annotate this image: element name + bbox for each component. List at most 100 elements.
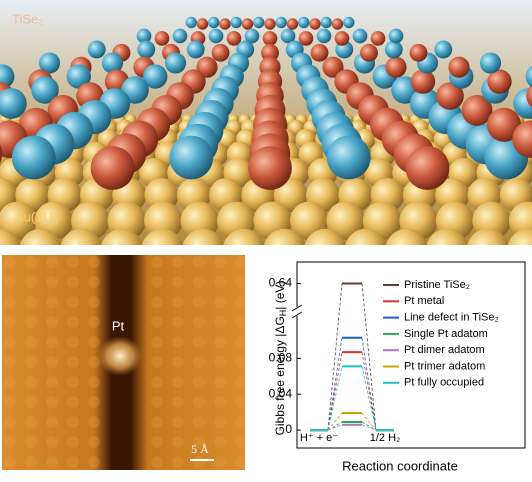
stm-texture	[172, 436, 184, 448]
stm-texture	[235, 356, 245, 368]
x-axis-label: Reaction coordinate	[342, 458, 458, 473]
stm-texture	[4, 416, 16, 428]
blue-atom	[326, 135, 371, 180]
stm-texture	[235, 396, 245, 408]
red-atom	[405, 146, 450, 190]
stm-texture	[4, 396, 16, 408]
stm-texture	[67, 456, 79, 468]
stm-texture	[4, 336, 16, 348]
blue-atom	[434, 40, 453, 59]
connector	[327, 337, 343, 431]
connector	[361, 424, 377, 431]
stm-texture	[172, 256, 184, 268]
pt-spot	[98, 336, 142, 376]
connector	[361, 421, 377, 431]
stm-texture	[88, 336, 100, 348]
stm-texture	[172, 416, 184, 428]
gold-atom	[0, 201, 37, 240]
stm-texture	[46, 376, 58, 388]
red-atom	[196, 56, 218, 78]
blue-atom	[253, 16, 265, 29]
stm-texture	[151, 376, 163, 388]
red-atom	[219, 18, 231, 30]
stm-texture	[25, 276, 37, 288]
stm-texture	[67, 316, 79, 328]
stm-texture	[214, 276, 226, 288]
gold-atom	[60, 228, 103, 245]
red-atom	[154, 31, 170, 46]
blue-atom	[479, 52, 502, 74]
connector	[327, 283, 343, 431]
gold-atom	[467, 228, 509, 245]
stm-texture	[193, 336, 205, 348]
stm-texture	[88, 456, 100, 468]
blue-atom	[280, 28, 296, 44]
stm-texture	[88, 376, 100, 388]
gold-atom	[273, 178, 308, 212]
blue-atom	[275, 16, 287, 29]
blue-atom	[137, 40, 156, 59]
stm-texture	[46, 276, 58, 288]
blue-atom	[172, 28, 188, 44]
legend-label: Pt fully occupied	[404, 377, 484, 389]
chart: Reaction coordinate Gibbs free energy |Δ…	[269, 261, 526, 473]
break-mark	[291, 304, 303, 312]
connector	[361, 412, 377, 431]
x-tick-label: 1/2 H₂	[370, 432, 401, 444]
blue-atom	[230, 16, 242, 29]
stm-texture	[4, 316, 16, 328]
blue-atom	[136, 28, 152, 44]
stm-texture	[4, 456, 16, 468]
red-atom	[385, 56, 407, 78]
scale-bar-label: 5 Å	[191, 442, 209, 456]
stm-texture	[67, 296, 79, 308]
stm-texture	[88, 316, 100, 328]
blue-atom	[320, 16, 332, 29]
legend-label: Line defect in TiSe₂	[404, 312, 499, 324]
legend-label: Pt metal	[404, 295, 444, 307]
break-mark	[291, 311, 303, 319]
stm-texture	[235, 316, 245, 328]
stm-texture	[25, 376, 37, 388]
stm-texture	[4, 276, 16, 288]
y-axis-label: Gibbs free energy |ΔGH| (eV)	[273, 281, 288, 436]
stm-texture	[172, 336, 184, 348]
connector	[361, 337, 377, 431]
stm-texture	[172, 376, 184, 388]
red-atom	[409, 43, 428, 62]
red-atom	[0, 144, 3, 163]
blue-atom	[169, 135, 214, 180]
red-atom	[487, 69, 512, 94]
stm-texture	[25, 436, 37, 448]
blue-atom	[66, 64, 91, 89]
stm-texture	[25, 256, 37, 268]
red-atom	[360, 43, 378, 62]
stm-texture	[151, 416, 163, 428]
stm-texture	[214, 416, 226, 428]
axis-break	[291, 307, 303, 316]
gold-atom	[19, 228, 62, 245]
stm-texture	[214, 336, 226, 348]
red-atom	[448, 56, 470, 78]
red-atom	[262, 31, 278, 46]
stm-texture	[235, 416, 245, 428]
stm-texture	[193, 416, 205, 428]
y-tick-label: 0.08	[269, 351, 293, 365]
connector	[327, 412, 343, 431]
stm-image	[2, 255, 245, 470]
stm-texture	[235, 296, 245, 308]
stm-texture	[25, 296, 37, 308]
stm-texture	[193, 356, 205, 368]
blue-atom	[316, 28, 332, 44]
gold-atom	[263, 228, 306, 245]
stm-texture	[46, 356, 58, 368]
stm-texture	[193, 456, 205, 468]
stm-texture	[235, 336, 245, 348]
blue-atom	[208, 16, 220, 29]
blue-atom	[298, 16, 310, 29]
y-tick-label: 0.04	[269, 386, 293, 400]
legend-label: Pristine TiSe₂	[404, 279, 470, 291]
gold-atom	[182, 228, 225, 245]
stm-texture	[235, 436, 245, 448]
stm-texture	[193, 436, 205, 448]
